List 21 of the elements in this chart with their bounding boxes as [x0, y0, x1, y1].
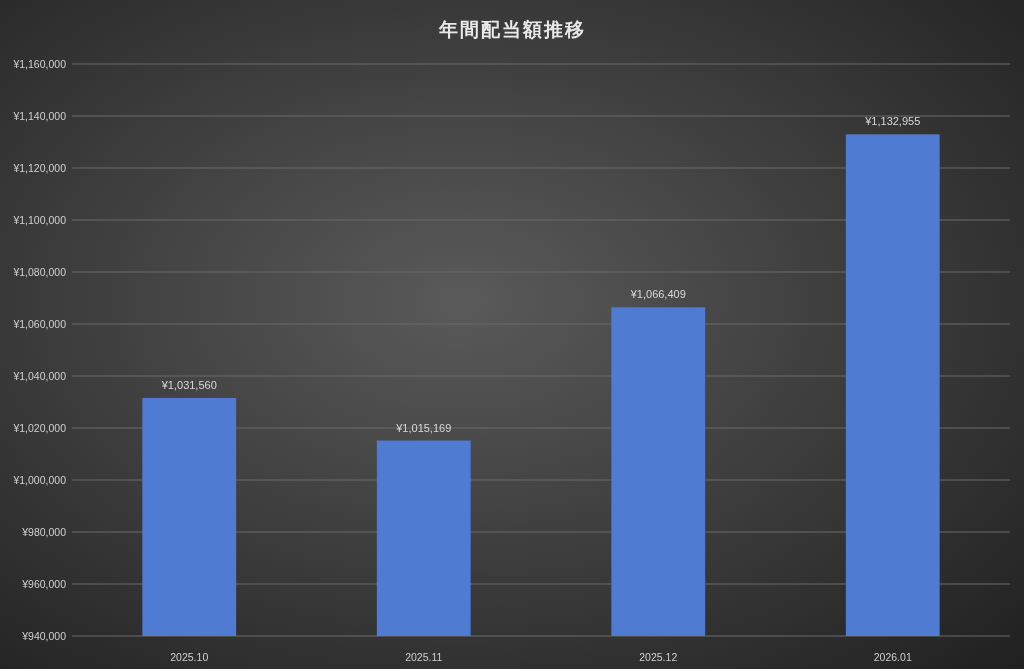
y-tick-label: ¥1,100,000 [12, 214, 67, 226]
y-tick-label: ¥1,040,000 [12, 370, 67, 382]
x-tick-label: 2025.11 [405, 651, 443, 663]
data-label: ¥1,015,169 [395, 421, 452, 434]
y-tick-label: ¥1,160,000 [12, 58, 67, 70]
chart-title: 年間配当額推移 [437, 19, 586, 40]
y-tick-label: ¥980,000 [21, 526, 67, 538]
y-tick-label: ¥940,000 [21, 630, 67, 642]
y-tick-label: ¥1,080,000 [12, 266, 67, 278]
y-tick-label: ¥960,000 [21, 578, 67, 590]
data-label: ¥1,066,409 [629, 288, 686, 301]
y-tick-label: ¥1,120,000 [12, 162, 67, 174]
data-label: ¥1,031,560 [160, 378, 217, 391]
y-tick-label: ¥1,020,000 [12, 422, 67, 434]
y-tick-label: ¥1,060,000 [12, 318, 67, 330]
y-tick-label: ¥1,140,000 [12, 110, 67, 122]
data-label: ¥1,132,955 [864, 115, 921, 128]
x-tick-label: 2025.10 [170, 651, 209, 663]
x-tick-label: 2025.12 [639, 651, 678, 663]
y-tick-label: ¥1,000,000 [12, 474, 67, 486]
x-tick-label: 2026.01 [873, 651, 912, 663]
